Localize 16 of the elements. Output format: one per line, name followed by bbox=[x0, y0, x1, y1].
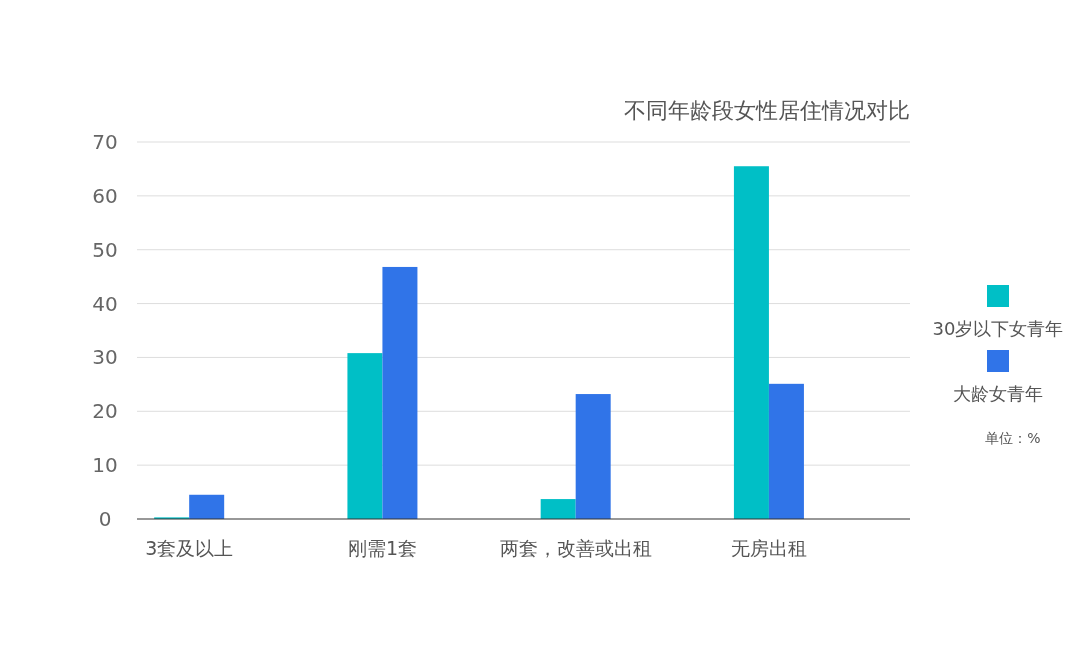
y-tick-label: 50 bbox=[92, 237, 118, 262]
y-tick-label: 40 bbox=[92, 291, 118, 316]
x-tick-label: 刚需1套 bbox=[347, 537, 417, 559]
y-tick-label: 10 bbox=[92, 453, 118, 478]
x-tick-label: 两套，改善或出租 bbox=[499, 537, 652, 559]
y-tick-label: 0 bbox=[98, 507, 112, 531]
chart-title: 不同年龄段女性居住情况对比 bbox=[624, 98, 910, 123]
y-tick-label: 70 bbox=[92, 130, 118, 154]
x-tick-label: 无房出租 bbox=[730, 537, 807, 559]
y-tick-label: 20 bbox=[92, 399, 118, 424]
text: 单位：% bbox=[985, 430, 1041, 446]
legend-label: 30岁以下女青年 bbox=[932, 318, 1064, 339]
legend-label: 大龄女青年 bbox=[953, 383, 1043, 404]
y-tick-label: 60 bbox=[92, 183, 118, 208]
y-tick-label: 30 bbox=[92, 345, 118, 370]
x-tick-label: 3套及以上 bbox=[145, 537, 234, 559]
